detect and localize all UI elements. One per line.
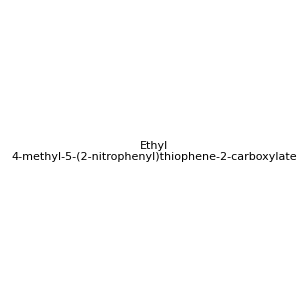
Text: Ethyl 4-methyl-5-(2-nitrophenyl)thiophene-2-carboxylate: Ethyl 4-methyl-5-(2-nitrophenyl)thiophen… (11, 141, 297, 162)
